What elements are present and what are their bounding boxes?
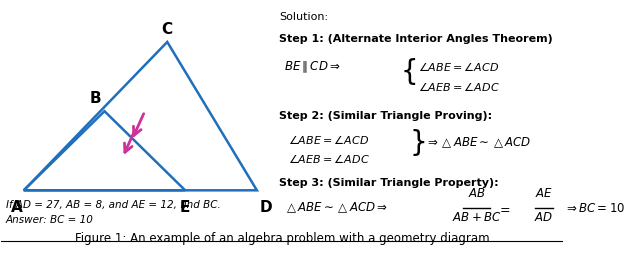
- Text: Answer: BC = 10: Answer: BC = 10: [6, 215, 94, 225]
- Text: $\angle ABE = \angle ACD$: $\angle ABE = \angle ACD$: [418, 60, 500, 73]
- Text: Step 2: (Similar Triangle Proving):: Step 2: (Similar Triangle Proving):: [279, 111, 493, 121]
- Text: $\angle AEB = \angle ADC$: $\angle AEB = \angle ADC$: [418, 80, 500, 92]
- Text: $AB + BC$: $AB + BC$: [452, 211, 501, 224]
- Text: Figure 1: An example of an algebra problem with a geometry diagram: Figure 1: An example of an algebra probl…: [74, 232, 490, 245]
- Text: Solution:: Solution:: [279, 12, 329, 22]
- Text: {: {: [401, 58, 418, 86]
- Text: D: D: [260, 200, 272, 215]
- Text: $=$: $=$: [496, 202, 510, 215]
- Text: A: A: [11, 200, 23, 215]
- Text: $\triangle ABE \sim \triangle ACD \Rightarrow$: $\triangle ABE \sim \triangle ACD \Right…: [284, 200, 388, 215]
- Text: B: B: [90, 91, 101, 106]
- Text: $AB$: $AB$: [468, 187, 486, 200]
- Text: C: C: [162, 22, 173, 37]
- Text: }: }: [409, 129, 427, 157]
- Text: Step 3: (Similar Triangle Property):: Step 3: (Similar Triangle Property):: [279, 178, 499, 188]
- Text: $\angle ABE = \angle ACD$: $\angle ABE = \angle ACD$: [289, 133, 369, 146]
- Text: Step 1: (Alternate Interior Angles Theorem): Step 1: (Alternate Interior Angles Theor…: [279, 34, 553, 44]
- Text: $BE \parallel CD \Rightarrow$: $BE \parallel CD \Rightarrow$: [284, 60, 341, 75]
- Text: If AD = 27, AB = 8, and AE = 12, find BC.: If AD = 27, AB = 8, and AE = 12, find BC…: [6, 200, 220, 210]
- Text: $\Rightarrow BC = 10$: $\Rightarrow BC = 10$: [563, 202, 625, 215]
- Text: $\Rightarrow \triangle ABE \sim \triangle ACD$: $\Rightarrow \triangle ABE \sim \triangl…: [424, 136, 531, 150]
- Text: $AD$: $AD$: [534, 211, 553, 224]
- Text: $AE$: $AE$: [535, 187, 553, 200]
- Text: E: E: [180, 200, 190, 215]
- Text: $\angle AEB = \angle ADC$: $\angle AEB = \angle ADC$: [289, 152, 370, 165]
